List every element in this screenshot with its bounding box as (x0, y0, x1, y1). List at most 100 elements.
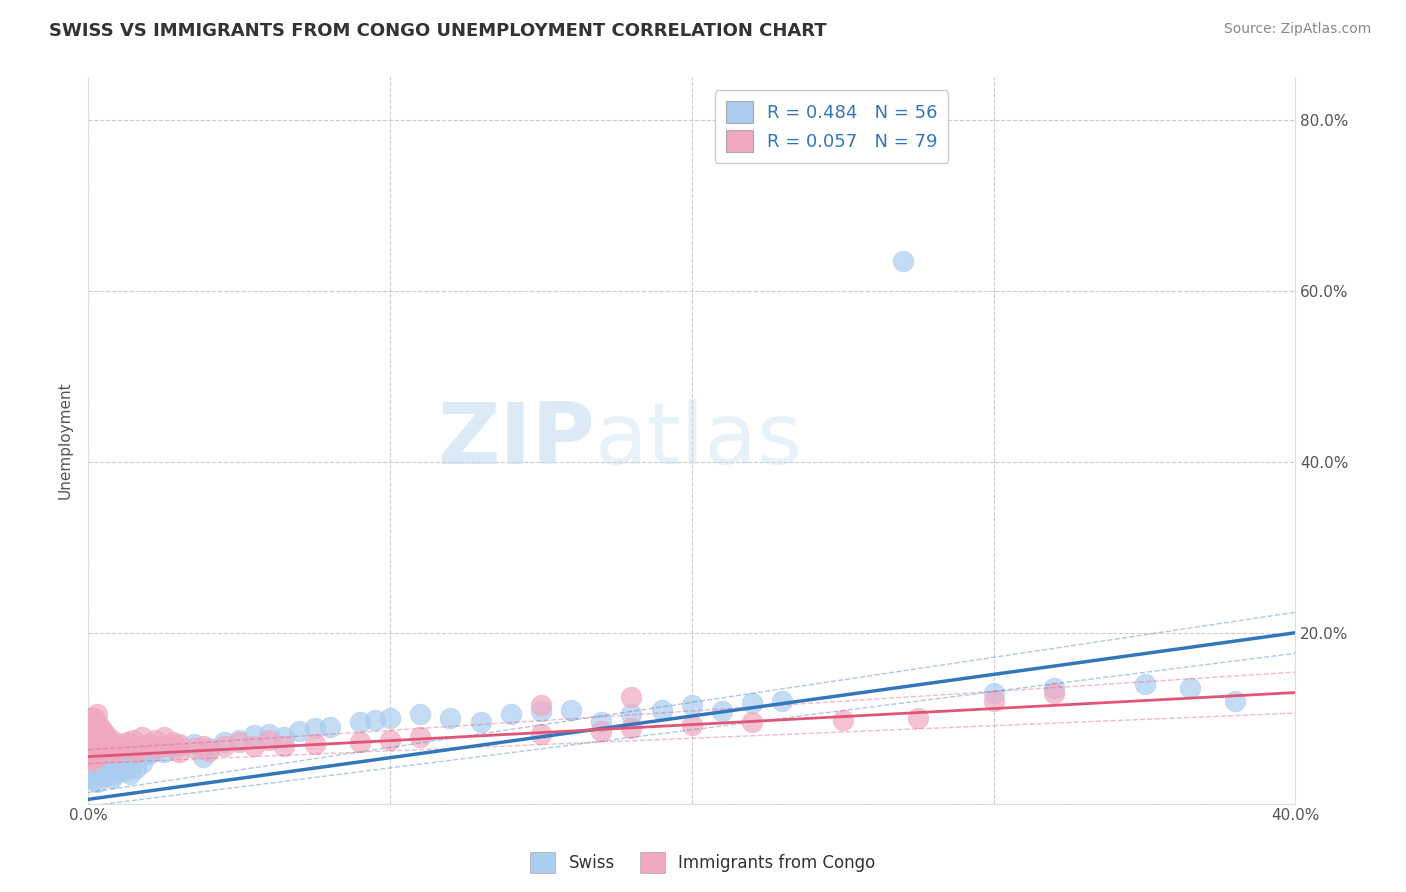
Point (591, 724, 613, 739)
Point (191, 739, 214, 753)
Point (83, 745, 105, 759)
Point (86, 706, 108, 721)
Point (243, 739, 266, 753)
Point (101, 771, 124, 785)
Point (143, 732, 166, 747)
Point (138, 737, 160, 751)
Point (212, 739, 235, 753)
Point (212, 735, 235, 749)
Point (620, 722, 643, 736)
Point (80, 754, 103, 768)
Point (86, 775, 108, 789)
Point (80, 741, 103, 756)
Legend: Swiss, Immigrants from Congo: Swiss, Immigrants from Congo (524, 846, 882, 880)
Point (125, 745, 148, 759)
Point (89, 766, 111, 780)
Point (439, 711, 461, 725)
Text: atlas: atlas (595, 399, 803, 482)
Point (117, 756, 139, 770)
Text: ZIP: ZIP (437, 399, 595, 482)
Point (98, 764, 121, 779)
Point (1178, 681, 1201, 696)
Point (80, 749, 103, 764)
Point (983, 694, 1005, 708)
Point (91, 741, 114, 756)
Point (112, 764, 135, 779)
Point (167, 739, 190, 753)
Point (96, 769, 118, 783)
Point (530, 726, 553, 740)
Point (80, 737, 103, 751)
Point (91, 724, 114, 739)
Y-axis label: Unemployment: Unemployment (58, 382, 72, 500)
Point (620, 690, 643, 704)
Point (91, 763, 114, 777)
Point (86, 715, 108, 730)
Point (83, 741, 105, 756)
Point (86, 741, 108, 756)
Point (80, 724, 103, 739)
Legend: R = 0.484   N = 56, R = 0.057   N = 79: R = 0.484 N = 56, R = 0.057 N = 79 (714, 90, 949, 163)
Point (1043, 685, 1066, 699)
Point (470, 715, 492, 730)
Point (167, 745, 190, 759)
Point (104, 739, 127, 753)
Point (131, 756, 153, 770)
Point (288, 724, 311, 739)
Point (499, 706, 522, 721)
Point (620, 706, 643, 721)
Point (378, 711, 401, 725)
Point (1043, 681, 1066, 696)
Point (86, 724, 108, 739)
Point (89, 728, 111, 742)
Point (122, 732, 145, 747)
Point (110, 741, 132, 756)
Point (152, 730, 174, 744)
Point (117, 735, 139, 749)
Point (83, 737, 105, 751)
Point (891, 254, 914, 268)
Point (162, 735, 184, 749)
Point (167, 737, 190, 751)
Point (257, 732, 280, 747)
Point (681, 698, 703, 713)
Point (349, 715, 371, 730)
Point (741, 696, 763, 710)
Point (98, 737, 121, 751)
Point (138, 747, 160, 761)
Point (96, 737, 118, 751)
Point (409, 730, 432, 744)
Point (560, 703, 582, 717)
Text: Source: ZipAtlas.com: Source: ZipAtlas.com (1223, 22, 1371, 37)
Point (101, 732, 124, 747)
Point (89, 737, 111, 751)
Point (1133, 677, 1156, 691)
Point (122, 741, 145, 756)
Point (89, 745, 111, 759)
Point (131, 730, 153, 744)
Point (110, 761, 132, 775)
Point (152, 739, 174, 753)
Point (983, 685, 1005, 699)
Point (711, 704, 734, 718)
Point (107, 758, 129, 772)
Text: SWISS VS IMMIGRANTS FROM CONGO UNEMPLOYMENT CORRELATION CHART: SWISS VS IMMIGRANTS FROM CONGO UNEMPLOYM… (49, 22, 827, 40)
Point (83, 711, 105, 725)
Point (681, 718, 703, 732)
Point (741, 715, 763, 730)
Point (304, 722, 326, 736)
Point (98, 745, 121, 759)
Point (107, 737, 129, 751)
Point (91, 732, 114, 747)
Point (651, 703, 673, 717)
Point (198, 744, 221, 758)
Point (80, 728, 103, 742)
Point (378, 732, 401, 747)
Point (83, 749, 105, 764)
Point (112, 739, 135, 753)
Point (83, 772, 105, 787)
Point (318, 720, 340, 734)
Point (591, 715, 613, 730)
Point (530, 704, 553, 718)
Point (83, 720, 105, 734)
